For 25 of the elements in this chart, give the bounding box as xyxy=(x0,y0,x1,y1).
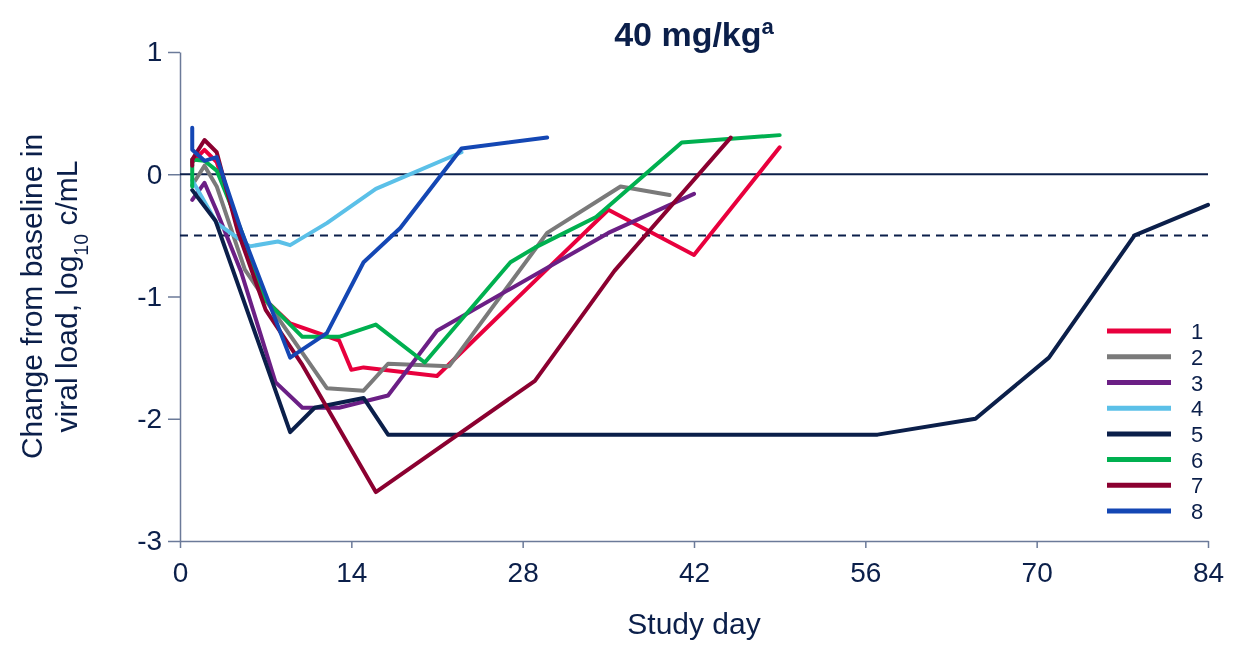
y-tick-label: -1 xyxy=(137,280,163,312)
x-tick-label: 14 xyxy=(336,556,368,588)
legend-label: 2 xyxy=(1191,344,1204,370)
line-series xyxy=(190,125,550,360)
legend-label: 8 xyxy=(1191,499,1204,524)
x-tick-label: 0 xyxy=(172,556,189,588)
y-tick-label: -3 xyxy=(137,525,163,557)
x-tick-label: 42 xyxy=(678,556,711,588)
line-series xyxy=(190,135,733,495)
y-tick-label: 0 xyxy=(146,158,163,190)
legend-label: 1 xyxy=(1191,319,1204,345)
chart-title: 40 mg/kg$^{a}$ xyxy=(614,13,775,53)
legend-label: 5 xyxy=(1191,421,1204,447)
y-tick-label: 1 xyxy=(146,36,163,68)
y-tick-label: -2 xyxy=(137,403,163,435)
legend-label: 3 xyxy=(1191,370,1204,396)
legend-label: 4 xyxy=(1191,396,1204,422)
x-tick-label: 70 xyxy=(1021,556,1053,588)
x-tick-label: 84 xyxy=(1192,556,1225,588)
line-series xyxy=(190,180,696,410)
x-tick-label: 56 xyxy=(850,556,882,588)
x-tick-label: 28 xyxy=(507,556,539,588)
legend-label: 6 xyxy=(1191,447,1204,473)
x-axis-title: Study day xyxy=(627,607,761,640)
legend-label: 7 xyxy=(1191,473,1204,499)
